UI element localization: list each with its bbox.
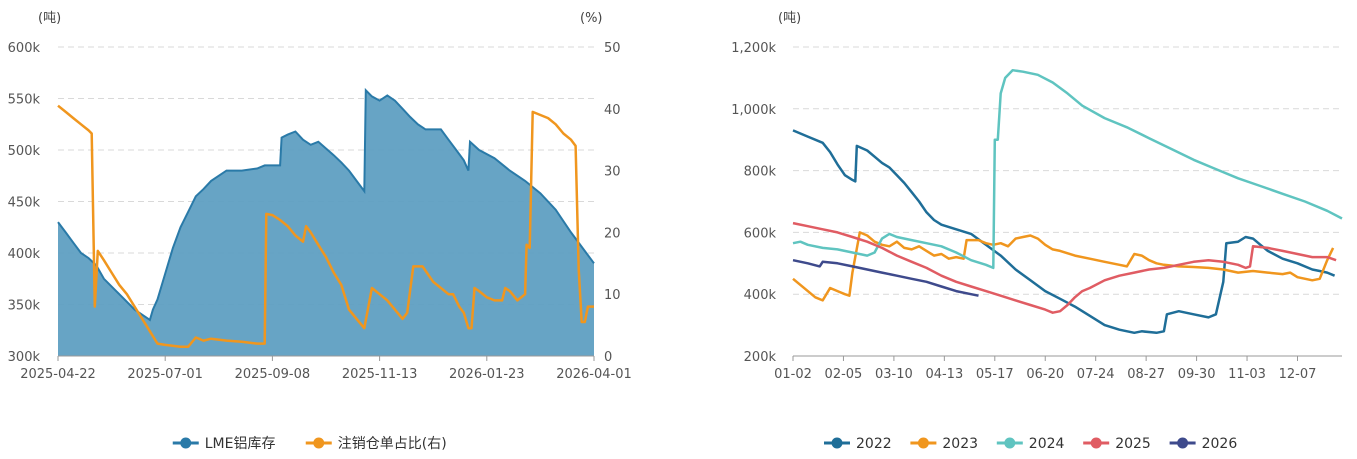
lme-aluminium-inventory-chart: 300k350k400k450k500k550k600k01020304050(… [8, 11, 632, 452]
c1-y-right-tick: 20 [604, 226, 621, 241]
c1-x-tick-label: 2025-04-22 [20, 367, 96, 382]
c2-series-line-2026 [792, 258, 979, 297]
c2-legend-marker-3 [1090, 437, 1102, 449]
c2-x-tick-label: 03-10 [875, 367, 913, 382]
c1-y-right-tick: 0 [604, 350, 612, 365]
c2-legend-marker-1 [917, 437, 929, 449]
c2-x-tick-label: 12-07 [1279, 367, 1317, 382]
c1-legend-marker-1 [313, 437, 325, 449]
c2-y-tick: 400k [744, 288, 777, 303]
c2-x-tick-label: 09-30 [1178, 367, 1216, 382]
c2-x-tick-label: 02-05 [825, 367, 863, 382]
c1-y-right-tick: 10 [604, 288, 621, 303]
c1-y-left-tick: 600k [8, 41, 41, 56]
c1-y-right-unit: (%) [580, 11, 603, 26]
c1-y-right-tick: 30 [604, 165, 621, 180]
c1-y-left-tick: 450k [8, 196, 41, 211]
c1-series-inventory-area [58, 90, 594, 357]
c2-x-tick-label: 07-24 [1077, 367, 1115, 382]
c1-y-left-tick: 300k [8, 350, 41, 365]
c1-x-tick-label: 2025-11-13 [342, 367, 418, 382]
c1-y-left-tick: 350k [8, 299, 41, 314]
c1-legend-label-0: LME铝库存 [205, 436, 276, 452]
c1-x-tick-label: 2026-01-23 [449, 367, 525, 382]
c2-x-tick-label: 01-02 [774, 367, 812, 382]
c1-legend-marker-0 [180, 437, 192, 449]
c2-series-line-2024 [792, 68, 1343, 270]
c2-x-tick-label: 08-27 [1127, 367, 1165, 382]
c2-y-tick: 1,000k [731, 103, 776, 118]
c1-x-tick-label: 2026-04-01 [556, 367, 632, 382]
c2-x-tick-label: 06-20 [1026, 367, 1064, 382]
c2-series-line-2025 [792, 221, 1337, 314]
c2-legend-label-1: 2023 [942, 436, 978, 452]
c1-series-inventory-line [57, 87, 595, 322]
c2-y-tick: 600k [744, 226, 777, 241]
c1-x-tick-label: 2025-07-01 [127, 367, 203, 382]
c1-legend-label-1: 注销仓单占比(右) [338, 436, 447, 452]
c2-legend-label-2: 2024 [1029, 436, 1065, 452]
c2-series-line-2023 [792, 231, 1335, 302]
c1-y-right-tick: 50 [604, 41, 621, 56]
c1-y-right-tick: 40 [604, 103, 621, 118]
c2-series-line-2022 [792, 129, 1336, 335]
c2-legend-marker-0 [831, 437, 843, 449]
c2-legend-marker-2 [1004, 437, 1016, 449]
c1-y-left-tick: 550k [8, 93, 41, 108]
c2-legend-label-3: 2025 [1115, 436, 1151, 452]
c1-y-left-tick: 500k [8, 144, 41, 159]
c2-y-unit: (吨) [778, 11, 801, 26]
c2-y-tick: 800k [744, 165, 777, 180]
c1-series-cancelled-warrants-line [57, 104, 594, 348]
c2-legend-label-4: 2026 [1202, 436, 1238, 452]
seasonal-inventory-chart: 200k 400k 600k 800k 1,000k 1,200k(吨) 01-02 02-0… [731, 11, 1343, 452]
c2-x-tick-label: 05-17 [976, 367, 1014, 382]
c2-y-tick: 1,200k [731, 41, 776, 56]
c2-legend-label-0: 2022 [856, 436, 892, 452]
c2-legend-marker-4 [1177, 437, 1189, 449]
c1-y-left-tick: 400k [8, 247, 41, 262]
c2-x-tick-label: 11-03 [1228, 367, 1266, 382]
c1-x-tick-label: 2025-09-08 [235, 367, 311, 382]
c1-y-left-unit: (吨) [38, 11, 61, 26]
c2-x-tick-label: 04-13 [925, 367, 963, 382]
c2-y-tick: 200k [744, 350, 777, 365]
